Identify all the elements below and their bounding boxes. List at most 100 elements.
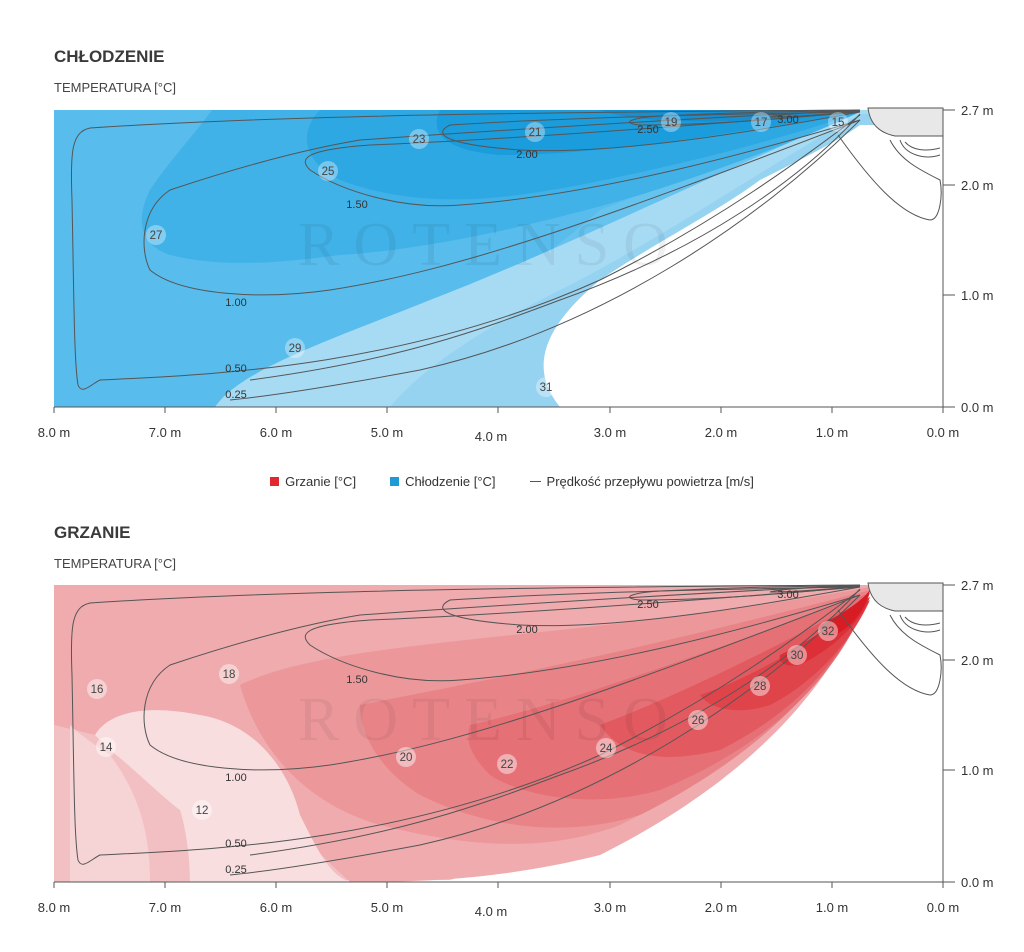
svg-text:20: 20 (400, 752, 413, 764)
temp-bubble: 16 (87, 679, 107, 699)
svg-text:32: 32 (822, 626, 835, 638)
heating-subtitle: TEMPERATURA [°C] (54, 556, 176, 571)
y-tick-label: 2.7 m (961, 578, 994, 593)
svg-text:21: 21 (529, 127, 542, 139)
heating-ceiling-unit (867, 582, 944, 633)
cooling-contour-label: 2.00 (516, 149, 537, 161)
cooling-temperature-zones (54, 110, 943, 407)
cooling-temperature-labels: 23 21 19 17 15 25 27 29 31 (146, 112, 848, 397)
cooling-ceiling-unit (867, 107, 944, 158)
zone-heating-32 (819, 590, 870, 637)
svg-text:28: 28 (754, 681, 767, 693)
x-tick-label: 3.0 m (594, 425, 627, 440)
zone-cooling-21 (436, 110, 860, 155)
x-tick-label: 4.0 m (475, 429, 508, 444)
zone-heating-14 (70, 725, 150, 882)
heating-airflow-contours (70, 584, 942, 876)
x-tick-label: 0.0 m (927, 425, 960, 440)
heating-contour-label: 2.50 (637, 599, 658, 611)
svg-text:15: 15 (832, 117, 845, 129)
temp-bubble: 24 (596, 738, 616, 758)
y-tick-label: 1.0 m (961, 763, 994, 778)
temp-bubble: 28 (750, 676, 770, 696)
x-tick-label: 4.0 m (475, 904, 508, 919)
temp-bubble: 26 (688, 710, 708, 730)
zone-heating-26 (600, 597, 870, 757)
x-tick-label: 6.0 m (260, 425, 293, 440)
heating-contour-label: 0.25 (225, 864, 246, 876)
y-tick-label: 0.0 m (961, 400, 994, 415)
svg-text:16: 16 (91, 684, 104, 696)
legend-cooling-label: Chłodzenie [°C] (405, 474, 496, 489)
cooling-contour-label: 3.00 (777, 114, 798, 126)
cooling-airflow-contours (70, 109, 942, 401)
heating-y-ticks: 2.7 m 2.0 m 1.0 m 0.0 m (943, 578, 994, 890)
svg-text:12: 12 (196, 805, 209, 817)
heating-chart: ROTENSO 2.50 3.00 2.00 1.50 1.00 0.50 0.… (38, 578, 994, 919)
temp-bubble: 29 (285, 338, 305, 358)
legend-item-airflow: Prędkość przepływu powietrza [m/s] (529, 474, 754, 489)
x-tick-label: 1.0 m (816, 900, 849, 915)
svg-text:25: 25 (322, 166, 335, 178)
cooling-contour-label: 0.50 (225, 363, 246, 375)
x-tick-label: 5.0 m (371, 900, 404, 915)
zone-heating-12 (95, 710, 350, 882)
cooling-contour-label: 0.25 (225, 389, 246, 401)
temp-bubble: 14 (96, 737, 116, 757)
zone-heating-24 (468, 593, 870, 800)
y-tick-label: 2.0 m (961, 653, 994, 668)
temp-bubble: 23 (409, 129, 429, 149)
x-tick-label: 0.0 m (927, 900, 960, 915)
cooling-x-ticks: 8.0 m 7.0 m 6.0 m 5.0 m 4.0 m 3.0 m 2.0 … (38, 407, 960, 444)
svg-text:24: 24 (600, 743, 613, 755)
heating-x-ticks: 8.0 m 7.0 m 6.0 m 5.0 m 4.0 m 3.0 m 2.0 … (38, 882, 960, 919)
airflow-line-swatch (529, 481, 541, 482)
svg-text:17: 17 (755, 117, 768, 129)
heating-temperature-labels: 32 30 28 26 24 22 20 18 16 14 12 (87, 621, 838, 820)
legend-heating-label: Grzanie [°C] (285, 474, 357, 489)
svg-text:18: 18 (223, 669, 236, 681)
temp-bubble: 31 (536, 377, 556, 397)
y-tick-label: 2.0 m (961, 178, 994, 193)
cooling-chart: ROTENSO 2.50 3.00 2.00 1.50 1.00 0.50 0.… (38, 103, 994, 444)
y-tick-label: 1.0 m (961, 288, 994, 303)
heating-contour-label: 3.00 (777, 589, 798, 601)
heating-contour-label: 1.00 (225, 772, 246, 784)
x-tick-label: 2.0 m (705, 900, 738, 915)
temp-bubble: 32 (818, 621, 838, 641)
x-tick-label: 7.0 m (149, 425, 182, 440)
legend-airflow-label: Prędkość przepływu powietrza [m/s] (546, 474, 754, 489)
heating-contour-label: 0.50 (225, 838, 246, 850)
cooling-y-ticks: 2.7 m 2.0 m 1.0 m 0.0 m (943, 103, 994, 415)
temp-bubble: 12 (192, 800, 212, 820)
heating-watermark: ROTENSO (298, 686, 682, 754)
legend-item-heating: Grzanie [°C] (270, 474, 356, 489)
temp-bubble: 20 (396, 747, 416, 767)
cooling-title: CHŁODZENIE (54, 47, 165, 66)
x-tick-label: 2.0 m (705, 425, 738, 440)
y-tick-label: 0.0 m (961, 875, 994, 890)
cooling-contour-labels: 2.50 3.00 2.00 1.50 1.00 0.50 0.25 (225, 114, 798, 401)
svg-text:19: 19 (665, 117, 678, 129)
svg-text:26: 26 (692, 715, 705, 727)
heating-contour-label: 1.50 (346, 674, 367, 686)
x-tick-label: 8.0 m (38, 900, 71, 915)
temp-bubble: 25 (318, 161, 338, 181)
svg-text:22: 22 (501, 759, 514, 771)
legend-item-cooling: Chłodzenie [°C] (390, 474, 496, 489)
legend: Grzanie [°C] Chłodzenie [°C] Prędkość pr… (0, 474, 1024, 489)
temp-bubble: 21 (525, 122, 545, 142)
svg-text:14: 14 (100, 742, 113, 754)
svg-text:31: 31 (540, 382, 553, 394)
svg-text:30: 30 (791, 650, 804, 662)
cooling-watermark: ROTENSO (298, 211, 682, 279)
y-tick-label: 2.7 m (961, 103, 994, 118)
x-tick-label: 3.0 m (594, 900, 627, 915)
svg-text:27: 27 (150, 230, 163, 242)
cooling-swatch (390, 477, 400, 486)
temp-bubble: 19 (661, 112, 681, 132)
temp-bubble: 22 (497, 754, 517, 774)
temp-bubble: 27 (146, 225, 166, 245)
temp-bubble: 18 (219, 664, 239, 684)
heating-contour-labels: 2.50 3.00 2.00 1.50 1.00 0.50 0.25 (225, 589, 798, 876)
